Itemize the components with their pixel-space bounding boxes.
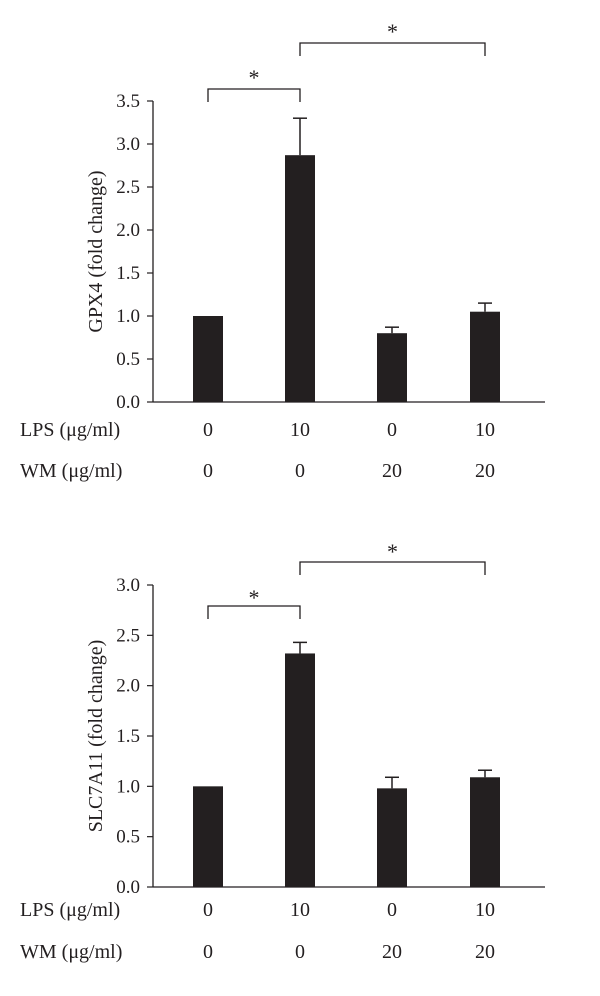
condition-value: 10 [290,899,310,921]
gpx4-chart-panel: 0.0 0.5 1.0 1.5 2.0 2.5 3.0 3.5 GPX4 (fold chang… [20,19,545,482]
condition-row-label: WM (μg/ml) [20,941,122,963]
condition-value: 0 [203,460,213,482]
bar [470,311,500,402]
y-tick-label: 3.5 [116,91,140,112]
y-tick-label: 1.0 [116,776,140,797]
significance-bracket [299,561,486,575]
condition-value: 0 [387,419,397,441]
bar [470,777,500,887]
condition-value: 20 [382,460,402,482]
significance-bracket [207,605,301,619]
condition-row-label: WM (μg/ml) [20,460,122,482]
y-tick-label: 0.5 [116,349,140,370]
condition-value: 0 [203,941,213,963]
y-tick-label: 1.5 [116,263,140,284]
condition-value: 20 [382,941,402,963]
significance-star: * [387,539,398,564]
condition-value: 0 [203,899,213,921]
bar [193,316,223,402]
significance-star: * [387,19,398,44]
y-tick-label: 1.0 [116,306,140,327]
bar [285,155,315,402]
y-tick-label: 2.5 [116,177,140,198]
condition-value: 0 [203,419,213,441]
condition-value: 20 [475,941,495,963]
condition-value: 10 [475,419,495,441]
y-tick-label: 0.0 [116,877,140,898]
condition-value: 0 [387,899,397,921]
condition-value: 20 [475,460,495,482]
significance-star: * [249,65,260,90]
y-tick-label: 2.0 [116,220,140,241]
significance-star: * [249,585,260,610]
y-tick-label: 3.0 [116,134,140,155]
bar [377,333,407,402]
condition-row-label: LPS (μg/ml) [20,899,120,921]
bar [285,653,315,887]
condition-value: 10 [475,899,495,921]
bar [377,788,407,887]
condition-row-label: LPS (μg/ml) [20,419,120,441]
condition-value: 10 [290,419,310,441]
y-tick-label: 0.5 [116,827,140,848]
y-tick-label: 3.0 [116,575,140,596]
condition-value: 0 [295,460,305,482]
bar [193,786,223,887]
y-tick-label: 0.0 [116,392,140,413]
y-tick-label: 1.5 [116,726,140,747]
condition-value: 0 [295,941,305,963]
slc7a11-chart-panel: 0.0 0.5 1.0 1.5 2.0 2.5 3.0 SLC7A11 (fold chang… [20,539,545,963]
y-axis-title: GPX4 (fold change) [85,170,107,332]
significance-bracket [207,88,301,102]
significance-bracket [299,42,486,56]
y-tick-label: 2.5 [116,625,140,646]
y-axis-title: SLC7A11 (fold change) [85,640,107,833]
y-tick-label: 2.0 [116,676,140,697]
